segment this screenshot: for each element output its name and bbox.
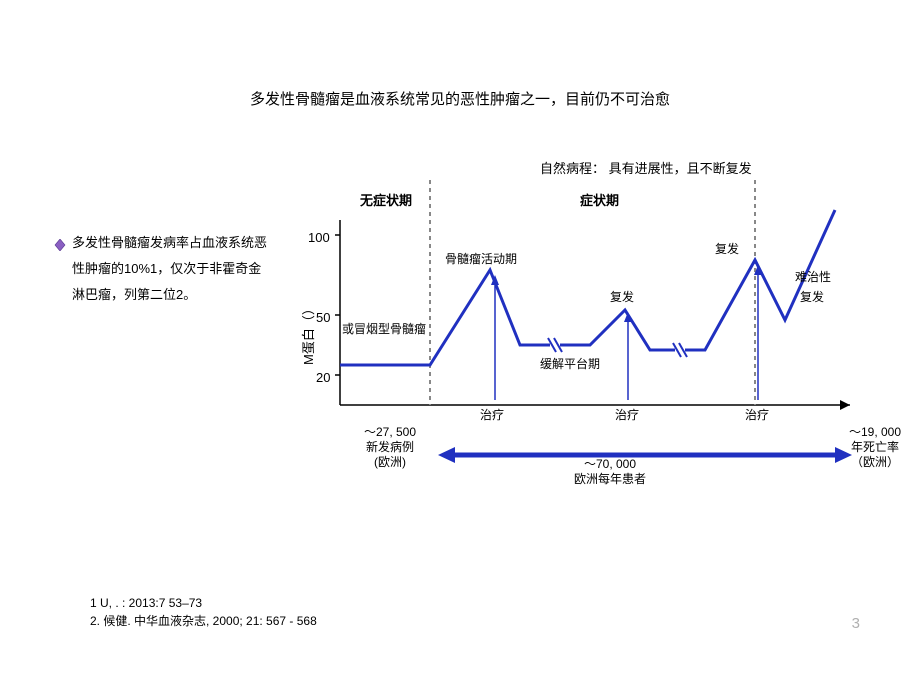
label-mgus: 或冒烟型骨髓瘤 xyxy=(342,320,426,337)
stat-right-3: （欧洲） xyxy=(835,453,915,470)
label-treat-3: 治疗 xyxy=(745,406,769,423)
page-title: 多发性骨髓瘤是血液系统常见的恶性肿瘤之一，目前仍不可治愈 xyxy=(0,88,920,109)
label-relapse-2: 复发 xyxy=(715,240,739,257)
reference-2: 2. 候健. 中华血液杂志, 2000; 21: 567 - 568 xyxy=(90,612,317,630)
label-active: 骨髓瘤活动期 xyxy=(445,250,517,267)
page-number: 3 xyxy=(852,615,860,632)
label-relapse-1: 复发 xyxy=(610,288,634,305)
bullet-text: 多发性骨髓瘤发病率占血液系统恶性肿瘤的10%1，仅次于非霍奇金淋巴瘤，列第二位2… xyxy=(72,230,272,308)
label-treat-1: 治疗 xyxy=(480,406,504,423)
label-refractory-2: 复发 xyxy=(800,288,824,305)
stat-left-3: (欧洲) xyxy=(350,453,430,470)
reference-1: 1 U, . : 2013:7 53–73 xyxy=(90,594,317,612)
disease-course-chart: 自然病程： 具有进展性，且不断复发 无症状期 症状期 100 50 20 M蛋白… xyxy=(290,160,890,510)
stat-mid-2: 欧洲每年患者 xyxy=(550,470,670,487)
references: 1 U, . : 2013:7 53–73 2. 候健. 中华血液杂志, 200… xyxy=(90,594,317,630)
label-treat-2: 治疗 xyxy=(615,406,639,423)
bullet-content: 多发性骨髓瘤发病率占血液系统恶性肿瘤的10%1，仅次于非霍奇金淋巴瘤，列第二位2… xyxy=(72,235,267,302)
label-refractory-1: 难治性 xyxy=(795,268,831,285)
label-plateau: 缓解平台期 xyxy=(540,355,600,372)
bullet-marker-icon xyxy=(54,234,66,260)
